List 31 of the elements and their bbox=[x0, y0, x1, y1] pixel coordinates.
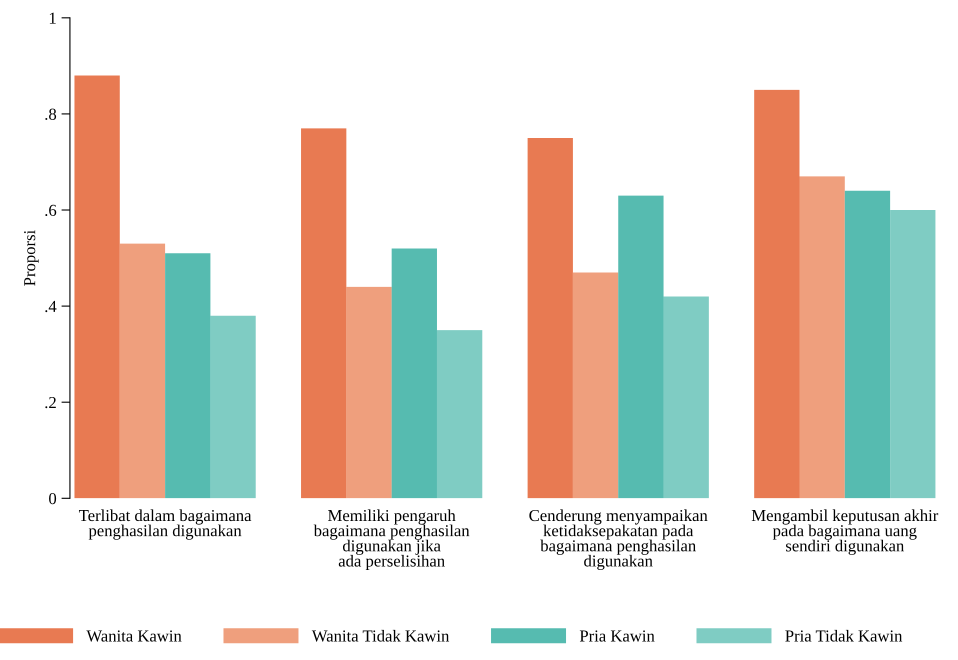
bar bbox=[301, 128, 346, 498]
bar bbox=[165, 253, 210, 498]
bar bbox=[664, 296, 709, 498]
bar bbox=[799, 176, 845, 498]
bar bbox=[346, 286, 392, 498]
y-tick-label: .2 bbox=[45, 396, 56, 408]
legend-label: Wanita Kawin bbox=[86, 630, 182, 642]
legend-label: Wanita Tidak Kawin bbox=[312, 630, 450, 642]
legend-label: Pria Tidak Kawin bbox=[785, 630, 902, 642]
x-tick-label: Memiliki pengaruh bagaimana penghasilan digunakan jika ada perselisihan bbox=[314, 509, 470, 570]
x-tick-label: Terlibat dalam bagaimana penghasilan digunakan bbox=[78, 509, 252, 540]
y-tick-label: 0 bbox=[49, 493, 56, 504]
bar bbox=[890, 210, 936, 498]
bar bbox=[392, 248, 437, 498]
bar bbox=[618, 196, 664, 498]
y-tick-label: .4 bbox=[45, 300, 56, 312]
bar bbox=[120, 244, 166, 498]
y-tick-label: 1 bbox=[50, 12, 56, 24]
bar bbox=[436, 330, 482, 498]
bar bbox=[572, 272, 618, 498]
x-tick-label: Cenderung menyampaikan ketidaksepakatan pada bagaimana penghasilan digunakan bbox=[529, 509, 708, 570]
y-tick-label: .6 bbox=[45, 204, 56, 216]
bar bbox=[528, 138, 573, 498]
legend-label: Pria Kawin bbox=[580, 630, 655, 642]
bar bbox=[754, 90, 800, 498]
bar bbox=[74, 75, 120, 498]
y-axis-title: Proporsi bbox=[24, 230, 39, 286]
y-tick-label: .8 bbox=[45, 108, 56, 120]
x-tick-label: Mengambil keputusan akhir pada bagaimana uang sendiri digunakan bbox=[752, 509, 938, 555]
bar bbox=[844, 190, 890, 498]
bar bbox=[210, 316, 256, 498]
